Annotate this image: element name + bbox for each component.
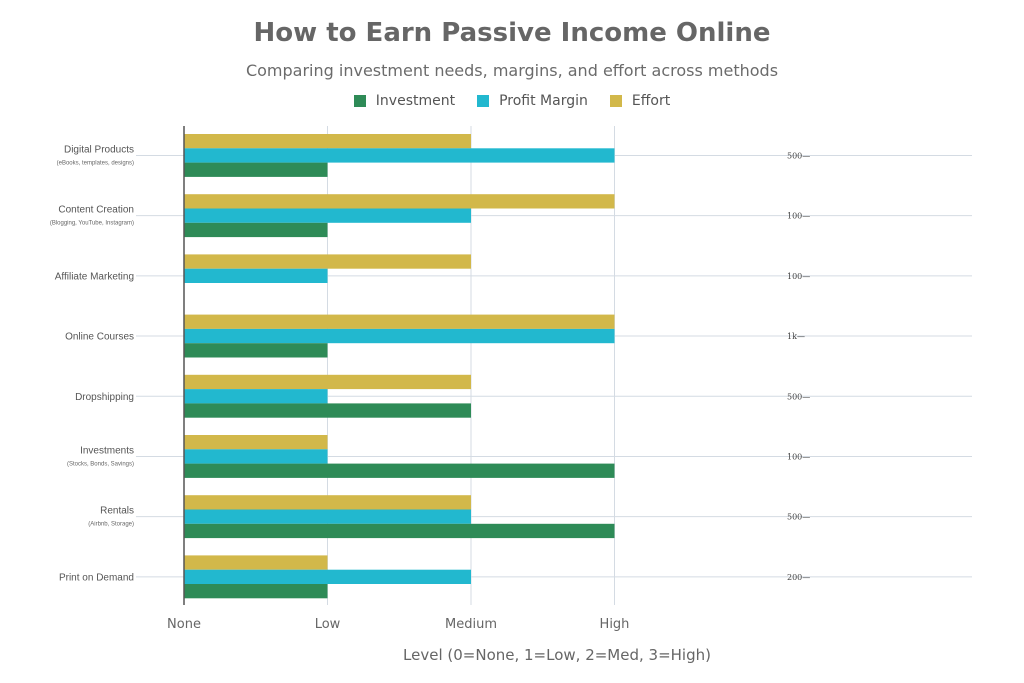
bar-profit-margin-dropshipping[interactable] (184, 389, 328, 404)
right-annotation-print-on-demand: 200— (787, 573, 810, 582)
legend-item-profit-margin[interactable]: Profit Margin (477, 93, 588, 109)
right-annotation-dropshipping: 500— (787, 392, 810, 401)
chart-title: How to Earn Passive Income Online (253, 18, 771, 48)
x-axis-title: Level (0=None, 1=Low, 2=Med, 3=High) (403, 646, 711, 664)
bar-profit-margin-digital-products[interactable] (184, 148, 615, 163)
bar-effort-digital-products[interactable] (184, 134, 471, 149)
legend-item-investment[interactable]: Investment (353, 93, 456, 109)
category-label-print-on-demand: Print on Demand (59, 572, 134, 583)
label-layer: None Low Medium High Digital Products (eBooks… (50, 144, 810, 632)
legend-item-effort[interactable]: Effort (609, 93, 671, 109)
legend-label-profit-margin: Profit Margin (499, 93, 588, 109)
bar-profit-margin-investments[interactable] (184, 449, 328, 464)
right-annotation-rentals: 500— (787, 513, 810, 522)
bar-layer (183, 126, 615, 605)
category-sublabel-digital-products: (eBooks, templates, designs) (57, 160, 134, 166)
bar-profit-margin-affiliate-marketing[interactable] (184, 268, 328, 283)
x-tick-label-low: Low (315, 617, 341, 632)
x-tick-label-medium: Medium (445, 617, 497, 632)
legend-swatch-investment (353, 95, 366, 107)
bar-investment-investments[interactable] (184, 463, 615, 478)
x-tick-label-high: High (600, 617, 630, 632)
bar-profit-margin-print-on-demand[interactable] (184, 569, 471, 584)
right-annotation-affiliate-marketing: 100— (787, 272, 810, 281)
category-sublabel-content-creation: (Blogging, YouTube, Instagram) (50, 221, 134, 227)
bar-investment-print-on-demand[interactable] (184, 584, 328, 599)
legend-label-effort: Effort (631, 93, 671, 109)
category-sublabel-rentals: (Airbnb, Storage) (88, 522, 134, 528)
legend: Investment Profit Margin Effort (0, 93, 1024, 109)
bar-effort-rentals[interactable] (184, 495, 471, 510)
bar-investment-dropshipping[interactable] (184, 403, 471, 418)
bar-investment-online-courses[interactable] (184, 343, 328, 358)
category-label-affiliate-marketing: Affiliate Marketing (55, 271, 134, 282)
bar-effort-print-on-demand[interactable] (184, 555, 328, 570)
bar-profit-margin-content-creation[interactable] (184, 208, 471, 223)
right-annotation-content-creation: 100— (787, 212, 810, 221)
bar-investment-rentals[interactable] (184, 523, 615, 539)
legend-swatch-effort (609, 95, 622, 107)
bar-investment-digital-products[interactable] (184, 162, 328, 177)
bar-effort-investments[interactable] (184, 435, 328, 450)
legend-swatch-profit-margin (477, 95, 490, 107)
bar-effort-online-courses[interactable] (184, 314, 615, 329)
category-label-digital-products: Digital Products (64, 144, 134, 155)
right-annotation-online-courses: 1k— (787, 332, 805, 341)
bar-profit-margin-online-courses[interactable] (184, 328, 615, 344)
bar-effort-affiliate-marketing[interactable] (184, 254, 471, 269)
category-label-dropshipping: Dropshipping (75, 392, 134, 403)
category-label-content-creation: Content Creation (58, 205, 134, 216)
bar-effort-dropshipping[interactable] (184, 374, 471, 390)
right-annotation-digital-products: 500— (787, 151, 810, 160)
bar-profit-margin-rentals[interactable] (184, 509, 471, 524)
category-label-online-courses: Online Courses (65, 332, 134, 343)
chart-subtitle: Comparing investment needs, margins, and… (245, 61, 779, 80)
category-label-rentals: Rentals (100, 506, 134, 517)
category-label-investments: Investments (80, 445, 134, 456)
bar-investment-content-creation[interactable] (184, 222, 328, 238)
x-tick-label-none: None (167, 617, 201, 632)
right-annotation-investments: 100— (787, 452, 810, 461)
legend-label-investment: Investment (375, 93, 456, 109)
category-sublabel-investments: (Stocks, Bonds, Savings) (67, 461, 134, 467)
bar-effort-content-creation[interactable] (184, 194, 615, 209)
